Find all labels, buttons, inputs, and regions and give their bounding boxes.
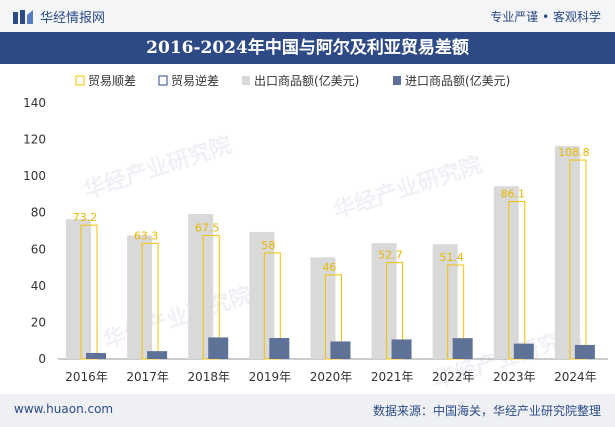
import-bar xyxy=(330,341,351,359)
x-tick-label: 2019年 xyxy=(249,370,292,384)
x-tick-label: 2022年 xyxy=(432,370,475,384)
legend-label: 出口商品额(亿美元) xyxy=(254,73,359,88)
export-bar xyxy=(66,219,91,359)
surplus-data-label: 58 xyxy=(261,239,275,252)
legend-label: 进口商品额(亿美元) xyxy=(405,73,510,88)
x-tick-label: 2017年 xyxy=(126,370,169,384)
import-bar xyxy=(86,352,106,359)
tagline: 专业严谨 • 客观科学 xyxy=(490,10,601,24)
legend-label: 贸易逆差 xyxy=(171,73,219,88)
chart-title: 2016-2024年中国与阿尔及利亚贸易差额 xyxy=(146,38,469,58)
y-tick-label: 20 xyxy=(31,315,46,329)
y-tick-label: 140 xyxy=(23,96,46,110)
import-bar xyxy=(147,351,168,359)
y-tick-label: 80 xyxy=(31,206,46,220)
brand-logo-icon xyxy=(13,9,33,24)
legend-swatch xyxy=(75,75,85,86)
x-tick-label: 2016年 xyxy=(65,370,108,384)
export-bar xyxy=(554,145,580,359)
import-bar xyxy=(452,338,473,359)
legend-swatch xyxy=(158,75,168,86)
legend-label: 贸易顺差 xyxy=(88,74,136,88)
y-tick-label: 120 xyxy=(23,133,46,147)
import-bar xyxy=(391,339,412,359)
y-tick-label: 60 xyxy=(31,242,46,256)
legend-swatch xyxy=(393,76,401,85)
data-source: 数据来源：中国海关，华经产业研究院整理 xyxy=(372,404,601,418)
footer: www.huaon.com 数据来源：中国海关，华经产业研究院整理 xyxy=(0,394,615,427)
website-link[interactable]: www.huaon.com xyxy=(14,402,114,416)
brand[interactable]: 华经情报网 xyxy=(12,7,105,26)
x-tick-label: 2023年 xyxy=(493,370,536,384)
legend-swatch xyxy=(242,76,250,85)
surplus-data-label: 108.8 xyxy=(558,146,590,159)
surplus-data-label: 67.5 xyxy=(195,222,220,235)
x-tick-label: 2024年 xyxy=(554,370,597,384)
import-bar xyxy=(269,337,290,359)
surplus-data-label: 73.2 xyxy=(73,211,98,224)
export-bar xyxy=(188,213,214,359)
export-bar xyxy=(127,235,153,359)
export-bar xyxy=(493,186,519,359)
surplus-data-label: 46 xyxy=(322,261,336,274)
import-bar xyxy=(208,337,229,359)
surplus-data-label: 52.7 xyxy=(378,249,403,262)
trade-balance-chart: 0 20 40 60 80 100 120 140 贸易顺差 贸易逆差 出口商品额(亿美元) 进口商品… xyxy=(23,73,608,384)
surplus-data-label: 51.4 xyxy=(439,251,464,264)
surplus-data-label: 63.3 xyxy=(134,229,159,242)
brand-name: 华经情报网 xyxy=(40,11,106,26)
title-bar: 2016-2024年中国与阿尔及利亚贸易差额 xyxy=(0,32,615,64)
top-bar: 华经情报网 专业严谨 • 客观科学 xyxy=(0,0,615,32)
surplus-data-label: 86.1 xyxy=(501,188,526,201)
x-tick-label: 2021年 xyxy=(371,370,414,384)
import-bar xyxy=(574,344,595,359)
y-tick-label: 100 xyxy=(23,169,46,183)
y-tick-label: 40 xyxy=(31,279,46,293)
x-tick-label: 2018年 xyxy=(188,370,231,384)
import-bar xyxy=(513,343,534,359)
y-tick-label: 0 xyxy=(38,352,46,366)
x-tick-label: 2020年 xyxy=(310,370,353,384)
